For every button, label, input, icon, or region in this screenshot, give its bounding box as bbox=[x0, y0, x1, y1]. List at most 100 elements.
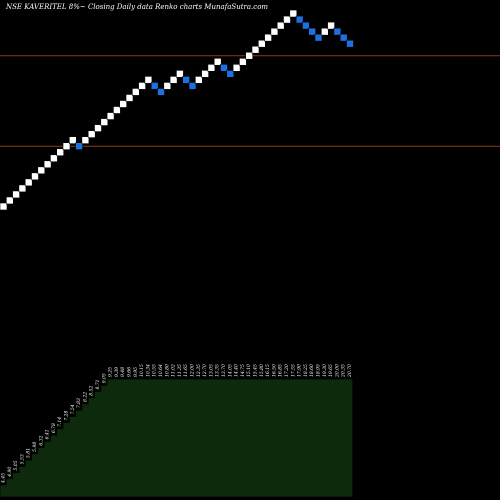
volume-label: 14.05 bbox=[227, 364, 233, 377]
up-brick bbox=[100, 118, 109, 126]
volume-label: 16.50 bbox=[271, 364, 277, 377]
volume-label: 17.20 bbox=[284, 364, 290, 377]
volume-label: 9.25 bbox=[108, 367, 114, 377]
volume-label: 11.65 bbox=[183, 364, 189, 377]
volume-label: 14.75 bbox=[240, 364, 246, 377]
down-brick bbox=[226, 70, 235, 78]
up-brick bbox=[43, 160, 52, 169]
volume-label: 7.14 bbox=[57, 417, 63, 427]
up-brick bbox=[0, 202, 8, 211]
volume-label: 16.15 bbox=[265, 364, 271, 377]
up-brick bbox=[132, 88, 140, 96]
volume-area bbox=[0, 378, 354, 498]
up-brick bbox=[176, 70, 184, 78]
down-brick bbox=[314, 33, 323, 42]
up-brick bbox=[24, 178, 33, 187]
volume-label: 6.32 bbox=[38, 435, 44, 445]
volume-label: 9.48 bbox=[120, 367, 126, 377]
volume-label: 8.52 bbox=[89, 386, 95, 396]
volume-label: 13.05 bbox=[208, 364, 214, 377]
volume-label: 4.90 bbox=[7, 467, 13, 478]
up-brick bbox=[251, 45, 260, 54]
up-brick bbox=[138, 82, 146, 90]
up-brick bbox=[163, 82, 172, 90]
volume-label: 12.70 bbox=[202, 364, 208, 377]
up-brick bbox=[201, 70, 209, 78]
up-brick bbox=[94, 124, 102, 132]
volume-label: 17.90 bbox=[297, 364, 303, 377]
up-brick bbox=[320, 27, 329, 36]
volume-label: 11.02 bbox=[171, 364, 177, 377]
volume-label: 8.71 bbox=[95, 379, 101, 389]
up-brick bbox=[50, 154, 58, 163]
up-brick bbox=[37, 166, 46, 175]
volume-label: 5.81 bbox=[26, 448, 32, 458]
up-brick bbox=[106, 112, 115, 120]
volume-label: 16.85 bbox=[278, 364, 284, 377]
up-brick bbox=[113, 106, 121, 114]
up-brick bbox=[276, 21, 285, 30]
volume-label: 19.65 bbox=[328, 364, 334, 377]
volume-label: 5.98 bbox=[32, 442, 38, 452]
volume-label: 20.70 bbox=[347, 364, 353, 378]
up-brick bbox=[264, 33, 272, 42]
up-brick bbox=[207, 64, 216, 72]
up-brick bbox=[18, 184, 27, 193]
renko-bricks bbox=[0, 9, 354, 211]
volume-label: 10.64 bbox=[158, 364, 164, 377]
down-brick bbox=[220, 64, 228, 72]
up-brick bbox=[232, 64, 241, 72]
down-brick bbox=[150, 82, 159, 90]
down-brick bbox=[308, 27, 317, 36]
down-brick bbox=[157, 88, 165, 96]
volume-label: 4.45 bbox=[1, 473, 7, 484]
up-brick bbox=[239, 57, 247, 66]
volume-label: 18.95 bbox=[316, 364, 322, 377]
volume-label: 9.05 bbox=[101, 373, 107, 383]
up-brick bbox=[12, 190, 20, 199]
up-brick bbox=[56, 148, 65, 157]
up-brick bbox=[283, 15, 291, 24]
up-brick bbox=[69, 136, 77, 144]
volume-label: 10.80 bbox=[164, 364, 170, 377]
down-brick bbox=[188, 82, 197, 90]
volume-label: 7.83 bbox=[76, 398, 82, 408]
volume-label: 11.35 bbox=[177, 364, 183, 377]
volume-label: 10.34 bbox=[145, 364, 151, 377]
down-brick bbox=[295, 15, 304, 24]
volume-label: 7.28 bbox=[64, 410, 70, 420]
volume-label: 17.55 bbox=[290, 364, 296, 377]
volume-labels: 4.454.905.055.535.815.986.326.416.787.14… bbox=[1, 364, 354, 484]
up-brick bbox=[6, 196, 14, 205]
volume-label: 14.40 bbox=[234, 364, 240, 377]
volume-label: 15.45 bbox=[253, 364, 259, 377]
volume-label: 5.05 bbox=[13, 460, 19, 470]
down-brick bbox=[75, 142, 83, 150]
up-brick bbox=[144, 76, 153, 84]
volume-label: 10.55 bbox=[152, 364, 158, 377]
down-brick bbox=[302, 21, 310, 30]
up-brick bbox=[213, 57, 222, 66]
down-brick bbox=[339, 33, 348, 42]
down-brick bbox=[182, 76, 190, 84]
volume-label: 9.39 bbox=[114, 367, 120, 377]
volume-label: 13.70 bbox=[221, 364, 227, 377]
volume-label: 12.00 bbox=[190, 364, 196, 377]
volume-label: 15.80 bbox=[259, 364, 265, 377]
volume-label: 7.54 bbox=[70, 404, 76, 414]
up-brick bbox=[195, 76, 203, 84]
volume-label: 20.35 bbox=[341, 364, 347, 378]
down-brick bbox=[333, 27, 342, 36]
volume-label: 19.30 bbox=[322, 364, 328, 377]
volume-label: 10.15 bbox=[139, 364, 145, 377]
volume-label: 20.00 bbox=[334, 364, 340, 378]
up-brick bbox=[125, 94, 134, 102]
volume-label: 15.10 bbox=[246, 364, 252, 377]
up-brick bbox=[257, 39, 266, 48]
up-brick bbox=[81, 136, 90, 144]
up-brick bbox=[31, 172, 39, 181]
chart-title: NSE KAVERITEL 8%~ Closing Daily data Ren… bbox=[5, 3, 268, 11]
up-brick bbox=[245, 51, 253, 60]
